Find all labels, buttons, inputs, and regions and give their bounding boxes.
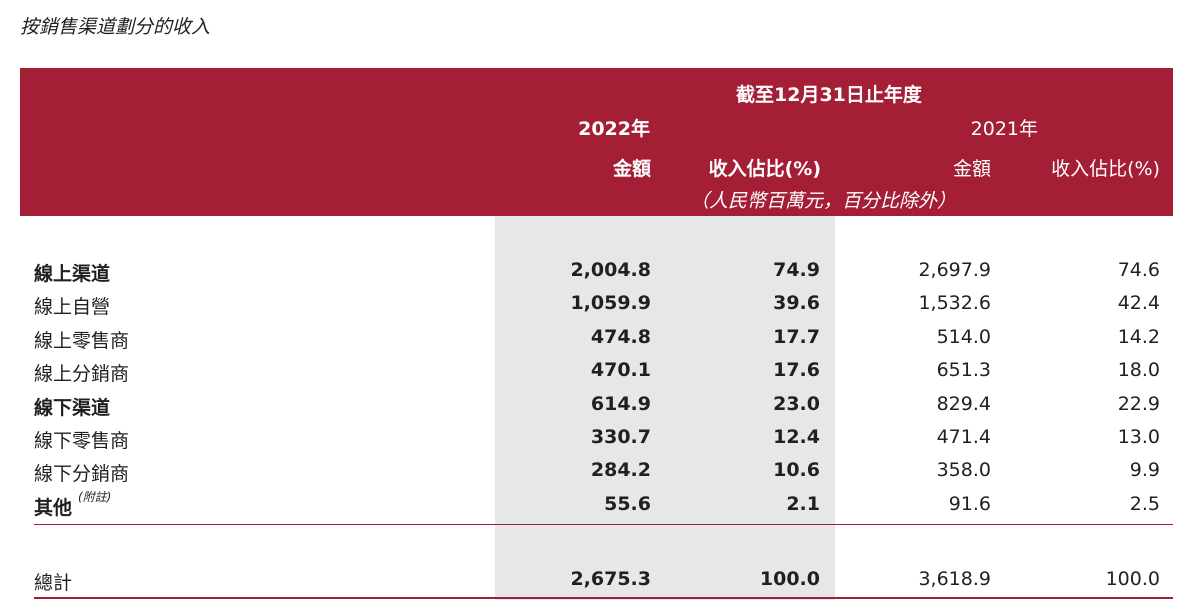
cell-2022-amount: 1,059.9 <box>570 292 651 315</box>
cell-2022-amount: 284.2 <box>590 459 651 482</box>
table-row: 線下分銷商 284.2 10.6 358.0 9.9 <box>0 456 1192 488</box>
cell-2021-amount: 358.0 <box>936 459 991 482</box>
cell-2022-share: 12.4 <box>773 426 820 448</box>
cell-2022-share: 39.6 <box>773 292 820 315</box>
cell-2022-share: 17.6 <box>773 359 820 382</box>
cell-2021-share: 14.2 <box>1117 325 1160 348</box>
cell-2022-share: 17.7 <box>773 325 820 348</box>
cell-2021-amount: 1,532.6 <box>918 292 991 315</box>
table-row: 線上自營 1,059.9 39.6 1,532.6 42.4 <box>0 289 1192 321</box>
table-row: 線上零售商 474.8 17.7 514.0 14.2 <box>0 323 1192 355</box>
cell-2021-share: 74.6 <box>1117 259 1160 281</box>
cell-2021-share: 42.4 <box>1117 292 1160 315</box>
row-label: 線上自營 <box>34 296 111 319</box>
row-label: 線上零售商 <box>34 329 130 352</box>
total-2022-share: 100.0 <box>759 568 820 590</box>
cell-2021-amount: 829.4 <box>936 392 991 415</box>
cell-2022-amount: 614.9 <box>590 392 651 415</box>
row-label: 線下渠道 <box>34 396 111 419</box>
total-2021-share: 100.0 <box>1105 568 1160 590</box>
cell-2021-share: 9.9 <box>1129 459 1160 482</box>
cell-2021-amount: 91.6 <box>948 492 991 515</box>
cell-2022-amount: 55.6 <box>604 492 651 515</box>
table-row: 其他 55.6 2.1 91.6 2.5 (附註) <box>0 490 1192 522</box>
row-label: 線上分銷商 <box>34 363 130 386</box>
row-label: 其他 <box>34 496 73 519</box>
cell-2022-amount: 330.7 <box>590 426 651 448</box>
table-header: 截至12月31日止年度 2022年 2021年 金額 收入佔比(%) 金額 收入… <box>20 68 1173 216</box>
total-2021-amount: 3,618.9 <box>918 568 991 590</box>
cell-2021-share: 22.9 <box>1117 392 1160 415</box>
cell-2022-share: 23.0 <box>773 392 820 415</box>
subtotal-rule <box>34 524 1173 525</box>
table-row: 線下零售商 330.7 12.4 471.4 13.0 <box>0 423 1192 455</box>
cell-2022-amount: 474.8 <box>590 325 651 348</box>
cell-2022-share: 74.9 <box>773 259 820 281</box>
row-note: (附註) <box>78 489 112 504</box>
year-2022-heading: 2022年 <box>578 118 650 140</box>
year-2021-heading: 2021年 <box>970 118 1038 140</box>
cell-2022-amount: 470.1 <box>590 359 651 382</box>
page-title: 按銷售渠道劃分的收入 <box>20 16 211 38</box>
period-heading: 截至12月31日止年度 <box>736 84 922 106</box>
row-label: 線下分銷商 <box>34 463 130 486</box>
table-row: 線下渠道 614.9 23.0 829.4 22.9 <box>0 390 1192 422</box>
cell-2022-share: 2.1 <box>786 492 820 515</box>
cell-2021-amount: 2,697.9 <box>918 259 991 281</box>
amount-2022-heading: 金額 <box>612 158 651 180</box>
highlight-column-2022 <box>495 216 835 600</box>
table-row: 線上渠道 2,004.8 74.9 2,697.9 74.6 <box>0 256 1192 288</box>
table-row: 線上分銷商 470.1 17.6 651.3 18.0 <box>0 356 1192 388</box>
total-2022-amount: 2,675.3 <box>570 568 651 590</box>
share-2022-heading: 收入佔比(%) <box>708 158 821 180</box>
row-label: 線上渠道 <box>34 263 111 285</box>
total-row: 總計 2,675.3 100.0 3,618.9 100.0 <box>0 565 1192 597</box>
total-label: 總計 <box>34 572 73 594</box>
cell-2021-share: 2.5 <box>1129 492 1160 515</box>
cell-2021-share: 13.0 <box>1117 426 1160 448</box>
cell-2021-amount: 471.4 <box>936 426 991 448</box>
cell-2022-share: 10.6 <box>773 459 820 482</box>
cell-2021-amount: 651.3 <box>936 359 991 382</box>
row-label: 線下零售商 <box>34 430 130 452</box>
cell-2021-share: 18.0 <box>1117 359 1160 382</box>
share-2021-heading: 收入佔比(%) <box>1051 158 1160 180</box>
total-rule <box>34 597 1173 599</box>
cell-2021-amount: 514.0 <box>936 325 991 348</box>
unit-note: （人民幣百萬元，百分比除外） <box>690 190 957 212</box>
amount-2021-heading: 金額 <box>952 158 991 180</box>
cell-2022-amount: 2,004.8 <box>570 259 651 281</box>
